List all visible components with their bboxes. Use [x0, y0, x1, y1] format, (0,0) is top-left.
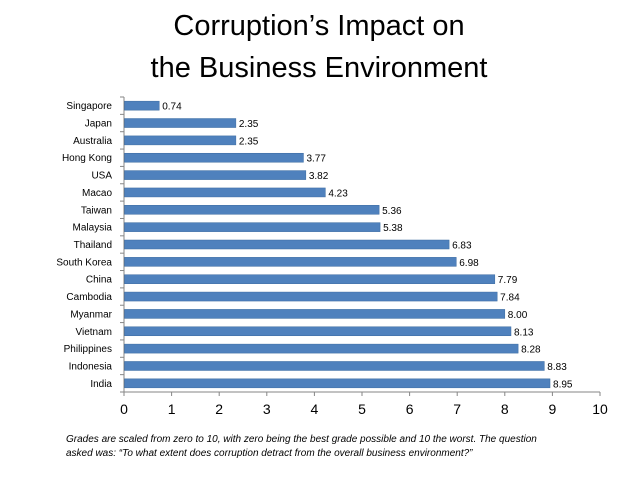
bar [124, 135, 237, 146]
bar [124, 378, 551, 389]
bar [124, 274, 496, 284]
bar [124, 239, 450, 250]
x-tick-label: 9 [549, 401, 557, 417]
bar [124, 152, 304, 163]
x-tick-label: 6 [406, 401, 414, 417]
data-label: 3.82 [309, 171, 329, 182]
category-label: Macao [82, 188, 112, 199]
x-tick-label: 7 [453, 401, 461, 417]
bar-chart: Singapore 0.74 Japan 2.35 Australia 2.35 Hong … [56, 96, 608, 417]
category-label: Indonesia [69, 361, 113, 372]
category-label: South Korea [56, 257, 112, 268]
bar [124, 257, 457, 267]
data-label: 8.13 [514, 327, 534, 338]
bar [124, 361, 545, 371]
category-label: Taiwan [81, 205, 112, 216]
footnote-line-1: Grades are scaled from zero to 10, with … [66, 434, 537, 445]
category-label: Japan [85, 119, 112, 130]
data-label: 2.35 [239, 136, 259, 147]
bar [124, 222, 381, 232]
bar [124, 326, 512, 337]
x-tick-label: 8 [501, 401, 509, 417]
x-tick-label: 0 [120, 401, 128, 417]
x-tick-label: 1 [168, 401, 176, 417]
category-label: Cambodia [66, 292, 112, 303]
x-tick-label: 2 [215, 401, 223, 417]
category-label: Vietnam [75, 327, 112, 338]
bar [124, 118, 237, 128]
bar [124, 309, 506, 319]
x-tick-label: 4 [311, 401, 319, 417]
category-label: Malaysia [73, 223, 113, 234]
data-label: 8.95 [553, 379, 573, 390]
data-label: 5.38 [383, 223, 403, 234]
bar [124, 170, 307, 180]
data-label: 0.74 [162, 102, 182, 113]
category-label: Philippines [64, 344, 112, 355]
category-label: India [90, 379, 112, 390]
category-label: USA [91, 171, 112, 182]
category-label: Hong Kong [62, 153, 112, 164]
data-label: 5.36 [382, 206, 402, 217]
x-tick-label: 5 [358, 401, 366, 417]
data-label: 3.77 [306, 154, 326, 165]
footnote-line-2: asked was: “To what extent does corrupti… [66, 448, 473, 459]
data-label: 8.28 [521, 345, 541, 356]
bar [124, 100, 160, 111]
category-label: Singapore [66, 101, 112, 112]
data-label: 7.84 [500, 293, 520, 304]
data-label: 4.23 [328, 188, 348, 199]
chart-title-line-1: Corruption’s Impact on [173, 10, 465, 42]
data-label: 7.79 [498, 275, 518, 286]
bar [124, 291, 498, 302]
data-label: 6.98 [459, 258, 479, 269]
bar [124, 187, 326, 198]
category-label: Thailand [74, 240, 112, 251]
bar [124, 205, 380, 215]
category-label: Australia [73, 136, 112, 147]
data-label: 8.00 [508, 310, 528, 321]
x-tick-label: 10 [592, 401, 608, 417]
data-label: 8.83 [547, 362, 567, 373]
x-tick-label: 3 [263, 401, 271, 417]
chart-title-line-2: the Business Environment [150, 52, 488, 84]
category-label: China [86, 275, 113, 286]
data-label: 2.35 [239, 119, 259, 130]
bar [124, 343, 519, 354]
data-label: 6.83 [452, 241, 472, 252]
category-label: Myanmar [70, 309, 112, 320]
